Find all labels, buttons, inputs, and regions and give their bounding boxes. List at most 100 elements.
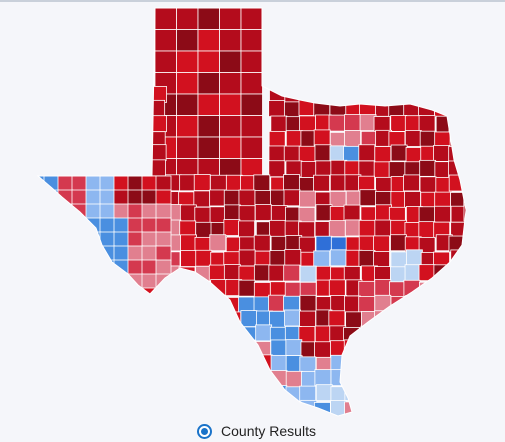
county-shape[interactable]: [464, 371, 481, 389]
county-shape[interactable]: [208, 296, 226, 314]
county-shape[interactable]: [74, 235, 92, 253]
county-shape[interactable]: [120, 116, 137, 134]
county-shape[interactable]: [388, 401, 406, 418]
county-shape[interactable]: [197, 29, 220, 52]
county-shape[interactable]: [104, 399, 122, 416]
county-shape[interactable]: [463, 176, 480, 194]
county-shape[interactable]: [283, 189, 301, 207]
county-shape[interactable]: [118, 84, 136, 102]
county-shape[interactable]: [343, 339, 361, 357]
county-shape[interactable]: [224, 311, 242, 329]
county-shape[interactable]: [154, 8, 177, 30]
county-shape[interactable]: [29, 161, 46, 178]
county-shape[interactable]: [57, 273, 74, 290]
county-shape[interactable]: [103, 144, 121, 162]
county-shape[interactable]: [134, 356, 152, 374]
county-shape[interactable]: [30, 287, 46, 304]
county-shape[interactable]: [390, 341, 408, 359]
county-shape[interactable]: [209, 189, 227, 207]
county-shape[interactable]: [450, 324, 467, 342]
county-shape[interactable]: [376, 340, 393, 358]
county-shape[interactable]: [254, 370, 272, 388]
county-shape[interactable]: [390, 219, 408, 237]
county-shape[interactable]: [113, 217, 130, 234]
county-shape[interactable]: [285, 370, 303, 388]
county-shape[interactable]: [285, 339, 303, 357]
county-shape[interactable]: [178, 281, 196, 299]
county-shape[interactable]: [373, 235, 390, 253]
county-shape[interactable]: [464, 249, 481, 267]
county-shape[interactable]: [315, 384, 333, 402]
county-shape[interactable]: [434, 294, 451, 312]
county-shape[interactable]: [155, 259, 172, 276]
county-shape[interactable]: [106, 417, 122, 420]
county-shape[interactable]: [449, 356, 466, 374]
county-shape[interactable]: [433, 145, 450, 162]
county-shape[interactable]: [450, 414, 466, 420]
county-shape[interactable]: [283, 145, 301, 163]
county-shape[interactable]: [178, 384, 196, 402]
county-shape[interactable]: [149, 415, 167, 420]
county-shape[interactable]: [299, 190, 316, 208]
county-shape[interactable]: [148, 386, 166, 404]
county-shape[interactable]: [99, 189, 116, 206]
county-shape[interactable]: [464, 310, 480, 328]
county-shape[interactable]: [104, 160, 122, 178]
county-shape[interactable]: [270, 115, 288, 133]
county-shape[interactable]: [149, 369, 167, 387]
county-shape[interactable]: [240, 355, 258, 373]
county-shape[interactable]: [463, 204, 480, 222]
county-shape[interactable]: [136, 146, 153, 164]
county-shape[interactable]: [58, 414, 76, 420]
county-shape[interactable]: [344, 384, 362, 401]
county-shape[interactable]: [155, 245, 172, 262]
county-shape[interactable]: [253, 174, 271, 192]
county-shape[interactable]: [210, 279, 228, 296]
county-shape[interactable]: [71, 287, 88, 304]
county-shape[interactable]: [240, 136, 263, 159]
county-shape[interactable]: [127, 245, 144, 262]
county-shape[interactable]: [403, 310, 421, 328]
county-shape[interactable]: [433, 384, 450, 402]
county-shape[interactable]: [208, 264, 226, 282]
county-shape[interactable]: [359, 384, 376, 402]
county-shape[interactable]: [375, 386, 393, 404]
county-shape[interactable]: [176, 136, 199, 159]
county-shape[interactable]: [44, 191, 61, 209]
county-shape[interactable]: [60, 236, 78, 254]
county-shape[interactable]: [165, 399, 183, 416]
county-shape[interactable]: [30, 221, 47, 239]
county-shape[interactable]: [388, 161, 406, 179]
county-shape[interactable]: [118, 371, 136, 389]
county-shape[interactable]: [269, 219, 286, 237]
county-shape[interactable]: [403, 356, 420, 374]
county-shape[interactable]: [238, 205, 256, 223]
county-shape[interactable]: [60, 309, 78, 326]
county-shape[interactable]: [43, 280, 60, 298]
county-shape[interactable]: [360, 401, 378, 418]
county-shape[interactable]: [30, 189, 47, 207]
county-shape[interactable]: [149, 341, 167, 359]
county-shape[interactable]: [31, 295, 48, 313]
county-shape[interactable]: [74, 399, 92, 416]
county-shape[interactable]: [268, 100, 286, 117]
county-shape[interactable]: [113, 203, 130, 220]
county-shape[interactable]: [254, 204, 272, 221]
county-shape[interactable]: [283, 264, 301, 282]
county-shape[interactable]: [299, 310, 316, 328]
county-shape[interactable]: [344, 295, 361, 313]
county-shape[interactable]: [403, 174, 420, 192]
county-shape[interactable]: [71, 245, 88, 262]
county-shape[interactable]: [219, 50, 242, 73]
county-shape[interactable]: [253, 399, 271, 416]
county-shape[interactable]: [29, 309, 46, 326]
county-shape[interactable]: [240, 50, 263, 73]
county-shape[interactable]: [344, 130, 361, 147]
county-shape[interactable]: [163, 309, 181, 327]
county-shape[interactable]: [328, 220, 346, 238]
county-shape[interactable]: [436, 417, 452, 420]
county-shape[interactable]: [197, 50, 220, 73]
county-shape[interactable]: [44, 339, 61, 357]
county-shape[interactable]: [433, 87, 451, 104]
county-shape[interactable]: [180, 417, 196, 420]
